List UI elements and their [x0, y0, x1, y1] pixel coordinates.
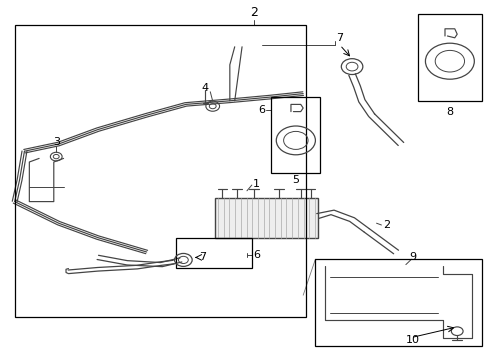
Bar	[215, 198, 317, 238]
Text: 2: 2	[250, 6, 258, 19]
Text: 4: 4	[202, 83, 208, 93]
Text: 6: 6	[258, 105, 264, 115]
Text: 5: 5	[292, 175, 299, 185]
Text: 6: 6	[253, 250, 260, 260]
Text: 7: 7	[336, 33, 343, 43]
Text: 7: 7	[199, 252, 206, 262]
Text: 10: 10	[406, 335, 419, 345]
Text: 1: 1	[253, 179, 260, 189]
Text: 8: 8	[446, 107, 452, 117]
Text: 3: 3	[53, 137, 60, 147]
Bar	[176, 238, 251, 268]
Bar	[15, 25, 305, 317]
Bar	[417, 14, 481, 101]
Bar	[315, 259, 481, 346]
Text: 2: 2	[382, 220, 389, 230]
Bar	[271, 97, 320, 173]
Text: 9: 9	[409, 252, 416, 262]
